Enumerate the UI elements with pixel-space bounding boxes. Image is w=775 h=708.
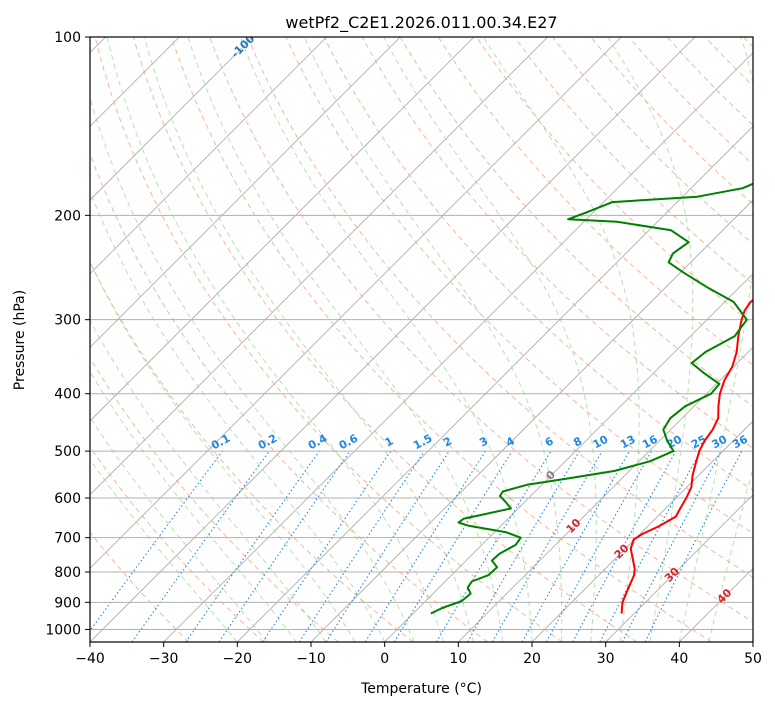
y-tick-label: 700 <box>54 531 81 547</box>
mixing-ratio-line <box>572 450 677 642</box>
x-tick-label: 40 <box>670 651 688 667</box>
mixing-ratio-line <box>325 450 450 642</box>
y-tick-label: 800 <box>54 565 81 581</box>
y-tick-label: 100 <box>54 30 81 46</box>
pressure-gridlines <box>90 37 753 630</box>
mixing-ratio-label: 36 <box>730 433 750 452</box>
dry-adiabat-line <box>90 260 414 642</box>
x-tick-label: −10 <box>296 651 326 667</box>
moist-adiabat-line <box>607 37 694 642</box>
moist-adiabat-line <box>90 96 415 642</box>
mixing-ratio-line <box>298 450 425 642</box>
isotherm-line <box>384 273 753 642</box>
moist-adiabat-line <box>106 37 445 642</box>
dry-adiabat-line <box>285 37 753 535</box>
dry-adiabat-line <box>132 37 638 642</box>
mixing-ratio-lines <box>90 450 743 642</box>
mixing-ratio-label: 25 <box>689 433 709 452</box>
dry-adiabat-lines <box>90 37 753 642</box>
x-tick-label: −40 <box>75 651 105 667</box>
y-tick-label: 400 <box>54 387 81 403</box>
moist-adiabat-line <box>143 37 474 642</box>
mixing-ratio-label: 20 <box>664 433 684 452</box>
isotherm-line <box>90 37 475 422</box>
dry-adiabat-line <box>323 37 753 491</box>
mixing-ratio-line <box>218 450 351 642</box>
isotherm-line <box>90 37 548 496</box>
moist-adiabat-line <box>482 37 640 642</box>
isotherm-line <box>605 494 753 642</box>
y-tick-label: 200 <box>54 208 81 224</box>
y-tick-label: 1000 <box>45 622 81 638</box>
x-tick-label: 50 <box>744 651 762 667</box>
moist-adiabat-line <box>239 37 533 642</box>
plot-area: 0.1 0.2 0.4 0.6 1 1.5 2 3 4 6 8 10 13 16 20 25 30 36-1000… <box>90 37 753 642</box>
dry-adiabat-line <box>437 37 753 366</box>
mixing-ratio-label: 10 <box>591 433 611 452</box>
y-tick-label: 600 <box>54 491 81 507</box>
mixing-ratio-label: 30 <box>710 433 730 452</box>
moist-adiabat-line <box>303 37 563 642</box>
dry-adiabat-line <box>361 37 753 449</box>
moist-adiabat-line <box>90 416 268 642</box>
dry-adiabat-line <box>90 356 339 642</box>
plot-background <box>90 37 753 642</box>
dry-adiabat-line <box>90 531 190 642</box>
isotherm-line <box>90 37 254 201</box>
dry-adiabat-line <box>209 37 753 623</box>
sounding-traces <box>430 182 753 615</box>
isotherm-line <box>90 37 401 348</box>
isotherm-line <box>237 125 753 642</box>
moist-adiabat-line <box>90 260 356 642</box>
x-tick-label: 30 <box>597 651 615 667</box>
moist-adiabat-line <box>90 458 238 642</box>
chart-title: wetPf2_C2E1.2026.011.00.34.E27 <box>285 13 557 33</box>
mixing-ratio-line <box>644 450 743 642</box>
mixing-ratio-line <box>90 450 223 632</box>
mixing-ratio-line <box>521 450 630 642</box>
moist-adiabat-line <box>90 189 386 642</box>
moist-adiabat-lines <box>90 37 753 642</box>
dry-adiabat-line <box>399 37 753 407</box>
x-tick-label: −20 <box>223 651 253 667</box>
isotherm-line <box>90 37 696 642</box>
isotherm-line <box>163 52 753 642</box>
mixing-ratio-line <box>185 450 320 642</box>
y-tick-label: 900 <box>54 595 81 611</box>
dry-adiabat-line <box>247 37 753 578</box>
moist-adiabat-line <box>187 37 503 642</box>
x-axis-ticks: −40 −30 −20 −10 0 10 20 30 40 50 <box>75 642 762 667</box>
y-tick-label: 300 <box>54 313 81 329</box>
mixing-ratio-label: 16 <box>640 433 660 452</box>
mixing-ratio-line <box>262 450 392 642</box>
dewpoint-trace <box>430 182 753 615</box>
y-axis-label: Pressure (hPa) <box>12 290 28 390</box>
x-tick-label: 10 <box>449 651 467 667</box>
mixing-ratio-line <box>131 450 270 642</box>
x-axis-label: Temperature (°C) <box>360 681 482 697</box>
dry-adiabat-line <box>94 37 563 642</box>
y-axis-ticks: 100 200 300 400 500 600 700 800 900 1000 <box>45 30 90 638</box>
moist-adiabat-line <box>90 370 297 642</box>
temperature-trace <box>620 298 753 614</box>
mixing-ratio-line <box>545 450 653 642</box>
moist-adiabat-line <box>383 37 597 642</box>
isotherm-line <box>90 37 327 275</box>
isotherm-line <box>90 37 622 569</box>
x-tick-label: −30 <box>149 651 179 667</box>
x-tick-label: 0 <box>380 651 389 667</box>
mixing-ratio-label: 13 <box>618 433 638 452</box>
x-tick-label: 20 <box>523 651 541 667</box>
y-tick-label: 500 <box>54 444 81 460</box>
mixing-ratio-line <box>393 450 513 642</box>
plot-frame <box>89 36 754 643</box>
